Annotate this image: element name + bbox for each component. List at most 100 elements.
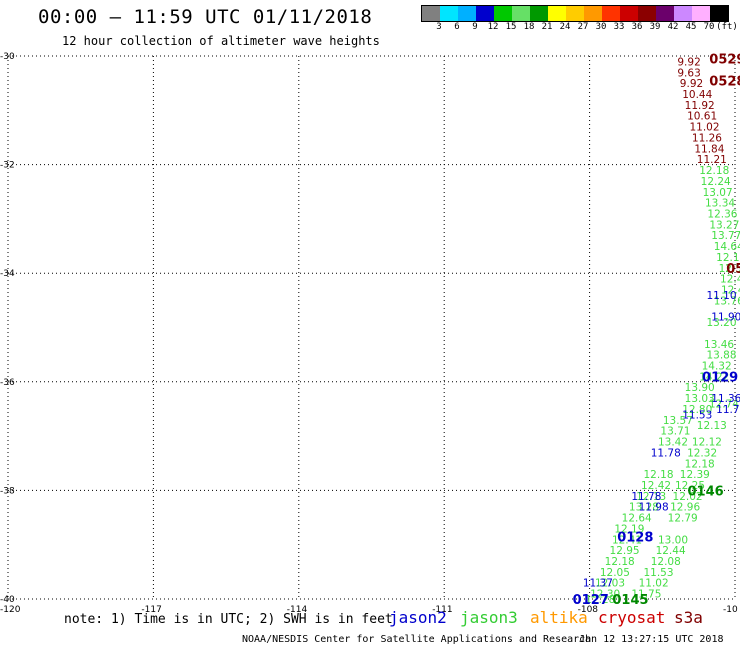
- legend-jason3: jason3: [460, 608, 518, 627]
- colorbar-label: (ft): [716, 22, 738, 32]
- swh-value-label: 13.07: [703, 187, 733, 199]
- swh-value-label: 12.30: [590, 589, 620, 601]
- swh-value-label: 13.28: [629, 502, 659, 514]
- colorbar-swatch: [548, 6, 566, 21]
- swh-value-label: 13.20: [706, 317, 736, 329]
- legend-cryosat: cryosat: [598, 608, 666, 627]
- swh-value-label: 13.88: [706, 350, 736, 362]
- swh-value-label: 11.90: [711, 312, 740, 324]
- pass-time-label: 0528: [709, 74, 740, 89]
- swh-value-label: 11.78: [631, 491, 661, 503]
- swh-value-label: 11.21: [697, 154, 727, 166]
- footer-credit: NOAA/NESDIS Center for Satellite Applica…: [242, 634, 592, 645]
- swh-value-label: 13.57: [663, 415, 693, 427]
- swh-value-label: 11.53: [682, 409, 712, 421]
- colorbar-swatch: [584, 6, 602, 21]
- colorbar-swatch: [476, 6, 494, 21]
- swh-value-label: 11.26: [692, 132, 722, 144]
- colorbar-swatch: [530, 6, 548, 21]
- swh-value-label: 12.18: [643, 469, 673, 481]
- colorbar-label: 12: [487, 22, 499, 32]
- colorbar-swatch: [620, 6, 638, 21]
- colorbar-swatch: [512, 6, 530, 21]
- lon-tick-label: -114: [287, 605, 308, 615]
- pass-time-label: 0128: [617, 531, 653, 546]
- lon-tick-label: -117: [141, 605, 161, 615]
- swh-value-label: 11.36: [711, 393, 740, 405]
- pass-time-label: 0529: [709, 53, 740, 68]
- swh-value-label: 13.46: [704, 339, 734, 351]
- lon-tick-label: -120: [0, 605, 21, 615]
- swh-value-label: 11.71: [716, 404, 740, 416]
- colorbar-label: 42: [667, 22, 679, 32]
- swh-value-label: 14.22: [699, 371, 729, 383]
- swh-value-label: 11.92: [685, 100, 715, 112]
- swh-value-label: 13.77: [711, 230, 740, 242]
- colorbar-label: 21: [541, 22, 553, 32]
- swh-value-label: 9.92: [677, 56, 700, 68]
- colorbar-label: 24: [559, 22, 571, 32]
- legend-jason2: jason2: [389, 608, 447, 627]
- colorbar-swatch: [422, 6, 440, 21]
- swh-value-label: 13.27: [709, 219, 739, 231]
- page-subtitle: 12 hour collection of altimeter wave hei…: [62, 34, 380, 48]
- swh-value-label: 12.05: [600, 567, 630, 579]
- swh-value-label: 10.61: [687, 111, 717, 123]
- lon-tick-label: -10: [723, 605, 738, 615]
- pass-time-label: 0145: [612, 593, 648, 608]
- swh-value-label: 11.02: [689, 122, 719, 134]
- swh-value-label: 13.03: [685, 393, 715, 405]
- swh-value-label: 12.64: [622, 513, 652, 525]
- swh-value-label: 12.03: [595, 578, 625, 590]
- colorbar-label: 33: [613, 22, 625, 32]
- lat-tick-label: -30: [0, 52, 15, 62]
- colorbar-label: 30: [595, 22, 607, 32]
- pass-time-label: 0146: [687, 484, 723, 499]
- swh-value-label: 11.84: [694, 143, 724, 155]
- colorbar-label: 6: [454, 22, 460, 32]
- swh-value-label: 13.00: [658, 534, 688, 546]
- swh-value-label: 11.78: [651, 447, 681, 459]
- page-title: 00:00 – 11:59 UTC 01/11/2018: [38, 6, 373, 28]
- colorbar-label: 36: [631, 22, 643, 32]
- swh-value-label: 11.98: [639, 502, 669, 514]
- colorbar-swatch: [494, 6, 512, 21]
- colorbar-swatch: [566, 6, 584, 21]
- colorbar-swatch: [602, 6, 620, 21]
- swh-value-label: 12.53: [719, 263, 740, 275]
- swh-value-label: 11.75: [631, 589, 661, 601]
- colorbar-label: 9: [472, 22, 478, 32]
- colorbar-swatch: [638, 6, 656, 21]
- swh-value-label: 12.36: [707, 208, 737, 220]
- swh-value-label: 12.80: [682, 404, 712, 416]
- swh-value-label: 12.74: [709, 399, 739, 411]
- pass-time-label: 052: [726, 262, 740, 277]
- swh-value-label: 12.18: [605, 556, 635, 568]
- lat-tick-label: -36: [0, 378, 15, 388]
- swh-value-label: 12.18: [699, 165, 729, 177]
- legend-s3a: s3a: [674, 608, 703, 627]
- colorbar-label: 70: [703, 22, 715, 32]
- swh-value-label: 13.90: [685, 382, 715, 394]
- lat-tick-label: -40: [0, 595, 15, 605]
- pass-time-label: 0127: [573, 593, 609, 608]
- lon-tick-label: -111: [432, 605, 452, 615]
- swh-value-label: 12.18: [685, 458, 715, 470]
- swh-value-label: 11.10: [706, 290, 736, 302]
- colorbar-label: 39: [649, 22, 661, 32]
- swh-value-label: 12.13: [697, 420, 727, 432]
- swh-value-label: 12.08: [651, 556, 681, 568]
- swh-value-label: 12.46: [721, 284, 740, 296]
- colorbar-swatch: [674, 6, 692, 21]
- swh-value-label: 12.02: [673, 491, 703, 503]
- lat-tick-label: -32: [0, 161, 15, 171]
- swh-value-label: 12.95: [610, 545, 640, 557]
- lat-tick-label: -34: [0, 269, 15, 279]
- swh-value-label: 12.12: [692, 437, 722, 449]
- colorbar-swatch: [440, 6, 458, 21]
- swh-value-label: 12.28: [585, 594, 615, 606]
- swh-value-label: 14.32: [702, 361, 732, 373]
- swh-value-label: 10.44: [682, 89, 712, 101]
- swh-value-label: 13.42: [658, 437, 688, 449]
